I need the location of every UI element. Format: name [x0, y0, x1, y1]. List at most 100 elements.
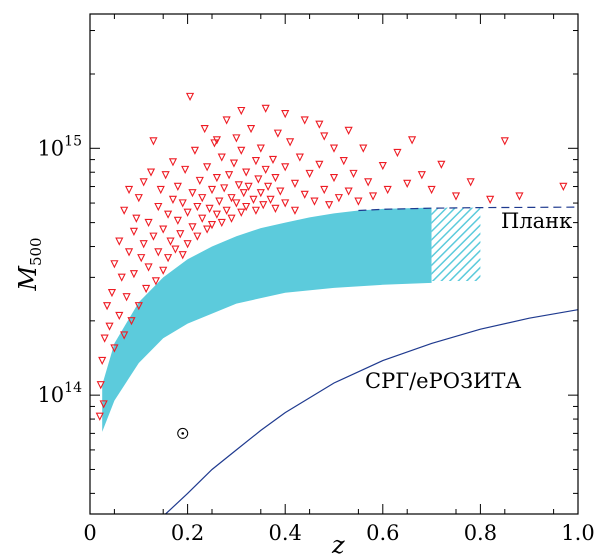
- cluster-point: [139, 240, 148, 249]
- cluster-point: [261, 165, 270, 175]
- cluster-point: [96, 381, 105, 390]
- cluster-point: [315, 160, 324, 169]
- cluster-point: [383, 185, 392, 195]
- x-tick-label: 0: [83, 521, 96, 545]
- cluster-point: [486, 195, 495, 204]
- planck-selection-band: [102, 207, 432, 432]
- cluster-point: [215, 197, 224, 206]
- cluster-point: [285, 138, 295, 147]
- x-tick-label: 0.6: [366, 521, 399, 545]
- cluster-point: [249, 195, 258, 204]
- cluster-point: [110, 344, 119, 353]
- cluster-point: [339, 157, 348, 166]
- cluster-point: [176, 230, 185, 239]
- cluster-point: [99, 400, 108, 409]
- cluster-point: [220, 184, 229, 193]
- cluster-point: [100, 334, 109, 343]
- axis-ticks: [89, 14, 579, 514]
- cluster-point: [217, 153, 226, 162]
- cluster-point: [98, 356, 107, 366]
- cluster-point: [173, 182, 182, 191]
- cluster-point: [146, 168, 156, 177]
- cluster-point: [320, 185, 329, 195]
- cluster-point: [229, 159, 239, 168]
- cluster-point: [193, 202, 202, 212]
- cluster-point: [417, 171, 426, 180]
- cluster-point: [115, 311, 124, 321]
- cluster-point: [320, 132, 329, 141]
- cluster-point: [168, 195, 178, 204]
- x-axis-label: z: [331, 531, 345, 555]
- erosita-curve: [165, 309, 578, 514]
- cluster-point: [261, 104, 270, 113]
- cluster-point: [300, 190, 309, 199]
- planck-dashed-line: [358, 206, 578, 212]
- cluster-point: [251, 206, 261, 215]
- cluster-point: [276, 187, 285, 196]
- cluster-point: [378, 161, 387, 171]
- cluster-point: [403, 179, 412, 188]
- cluster-point: [134, 194, 143, 203]
- cluster-point: [349, 169, 358, 179]
- cluster-point: [246, 125, 256, 134]
- cluster-point: [173, 216, 182, 225]
- cluster-point: [171, 245, 180, 254]
- cluster-point: [290, 179, 300, 188]
- cluster-point: [149, 137, 158, 146]
- erosita-label: СРГ/еРОЗИТА: [365, 369, 521, 393]
- cluster-point: [251, 157, 261, 166]
- svg-text:M500: M500: [14, 237, 45, 291]
- cluster-point: [124, 185, 134, 195]
- x-tick-label: 0.4: [268, 521, 301, 545]
- plot-area: [95, 92, 578, 514]
- cluster-point: [354, 197, 363, 206]
- cluster-point: [127, 317, 136, 326]
- cluster-point: [154, 248, 163, 257]
- cluster-point: [310, 197, 319, 206]
- cluster-point: [188, 189, 197, 198]
- cluster-point: [159, 225, 168, 234]
- cluster-point: [227, 194, 236, 203]
- cluster-point: [181, 165, 190, 175]
- cluster-point: [163, 210, 173, 219]
- cluster-point: [217, 218, 226, 228]
- cluster-point: [559, 182, 568, 191]
- cluster-point: [515, 192, 524, 201]
- cluster-point: [185, 92, 195, 102]
- cluster-point: [239, 189, 248, 198]
- cluster-point: [183, 208, 192, 217]
- cluster-point: [212, 136, 221, 145]
- cluster-point: [281, 163, 290, 172]
- y-axis-label-main: M: [14, 265, 42, 292]
- cluster-point: [144, 263, 153, 272]
- cluster-point: [407, 136, 417, 145]
- cluster-point: [129, 270, 139, 279]
- cluster-points: [95, 92, 568, 421]
- cluster-point: [110, 260, 119, 269]
- cluster-point: [166, 237, 175, 246]
- cluster-point: [178, 199, 187, 208]
- cluster-point: [205, 204, 214, 213]
- cluster-point: [256, 189, 265, 198]
- cluster-point: [120, 206, 129, 215]
- y-axis-label-sub: 500: [27, 237, 45, 266]
- cluster-point: [305, 169, 314, 179]
- cluster-point: [237, 208, 246, 217]
- cluster-point: [161, 171, 170, 180]
- cluster-point: [259, 201, 268, 210]
- cluster-point: [198, 214, 207, 223]
- cluster-point: [139, 178, 148, 187]
- cluster-point: [105, 322, 114, 331]
- cluster-point: [168, 158, 178, 167]
- cluster-point: [359, 144, 368, 153]
- cluster-point: [129, 227, 139, 236]
- cluster-point: [115, 237, 124, 246]
- cluster-point: [124, 248, 134, 257]
- cluster-point: [281, 110, 290, 119]
- y-tick-label: 1015: [37, 133, 82, 160]
- cluster-point: [329, 173, 339, 183]
- cluster-point: [451, 192, 461, 201]
- cluster-point: [364, 178, 373, 187]
- cluster-point: [203, 225, 212, 234]
- cluster-point: [242, 168, 251, 177]
